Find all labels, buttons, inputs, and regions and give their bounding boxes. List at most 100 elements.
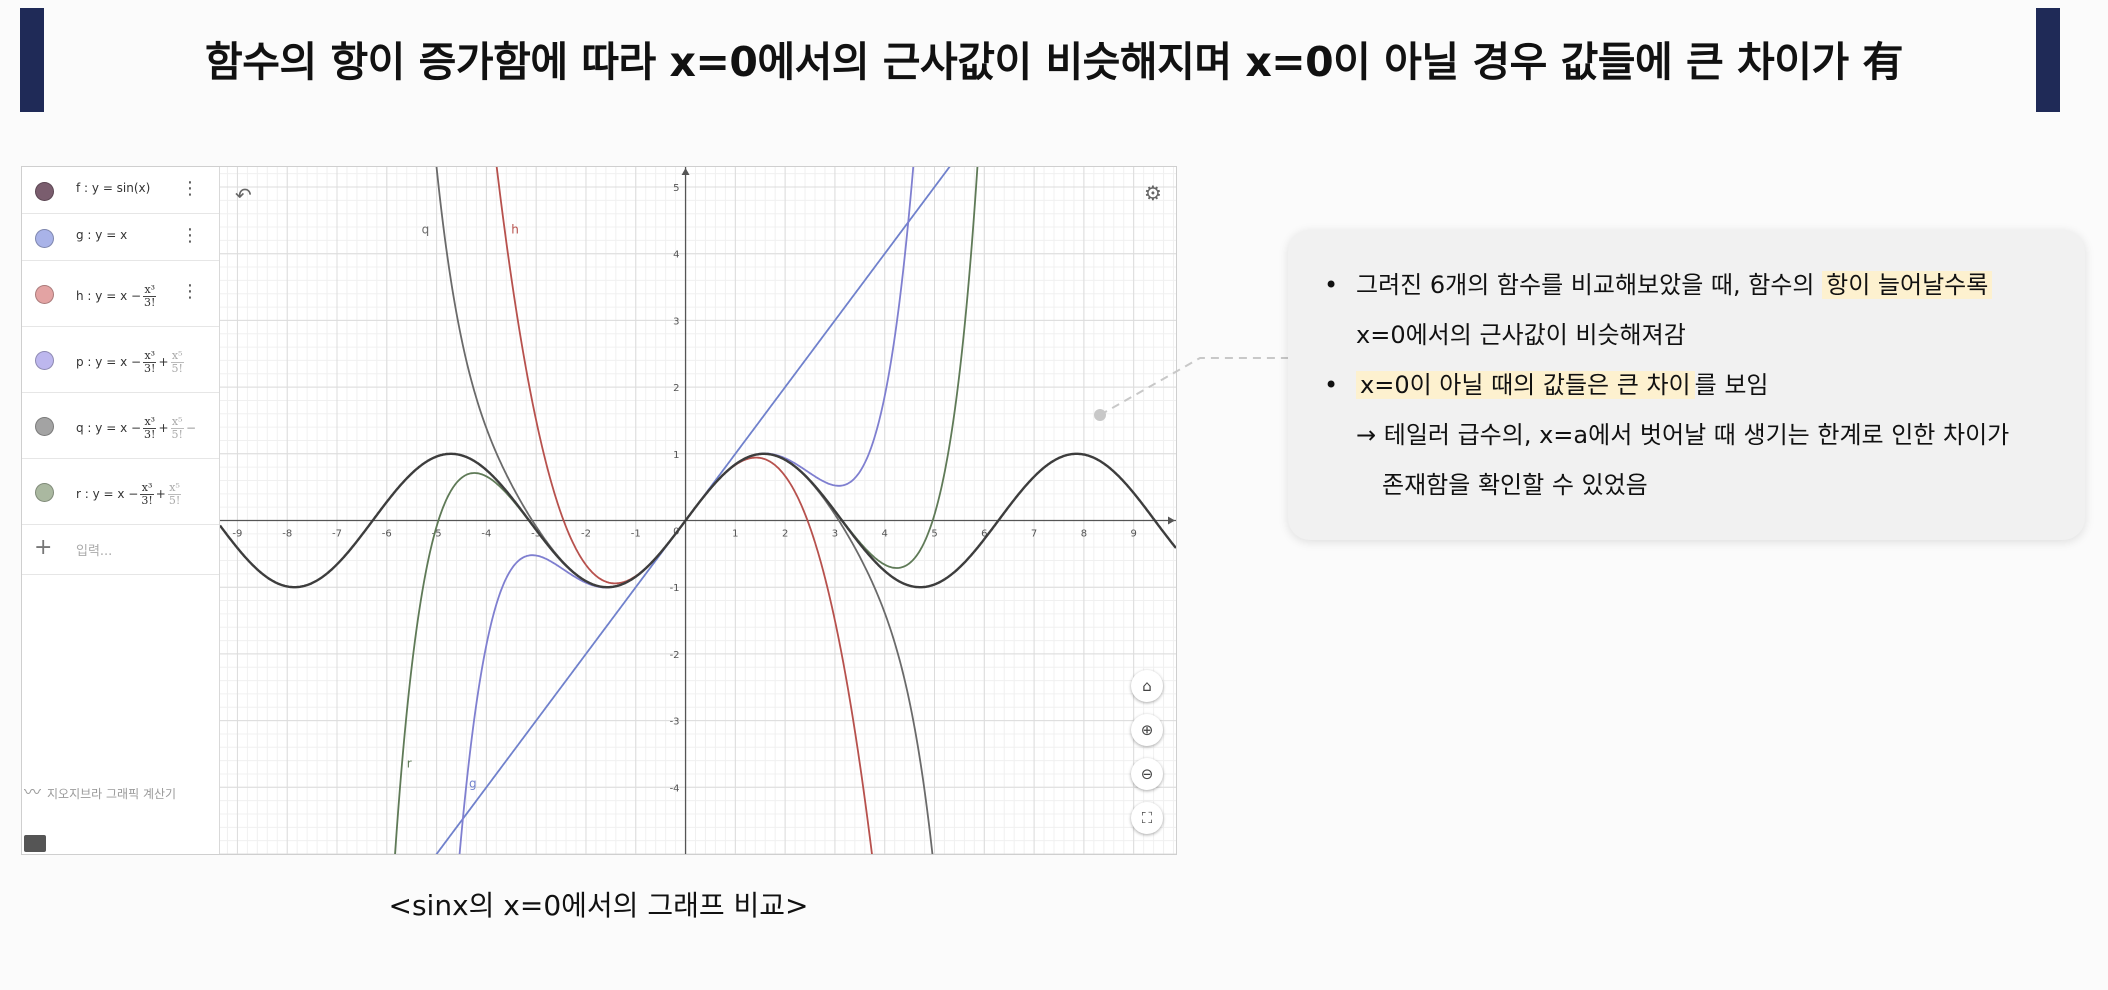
bullet-1-highlight: 항이 늘어날수록 — [1822, 271, 1993, 299]
expression-text: f : y = sin(x) — [76, 180, 151, 195]
y-tick-label: -1 — [670, 583, 680, 594]
x-axis-arrow — [1168, 516, 1175, 525]
bullet-2-text: 를 보임 — [1694, 371, 1769, 399]
fraction-denominator: 3! — [141, 494, 153, 507]
y-tick-label: 3 — [673, 316, 679, 327]
figure-caption: <sinx의 x=0에서의 그래프 비교> — [388, 889, 809, 922]
bullet-1-text: 그려진 6개의 함수를 비교해보았을 때, 함수의 — [1356, 271, 1823, 299]
bullet-2: x=0이 아닐 때의 값들은 큰 차이를 보임 — [1316, 360, 2009, 410]
fraction-numerator: x⁵ — [167, 481, 182, 495]
more-options-icon[interactable]: ⋮ — [181, 177, 199, 199]
algebra-item-q[interactable]: q : y = x − x³ 3! + x⁵ 5! − — [22, 393, 219, 459]
x-tick-label: -7 — [332, 529, 342, 540]
algebra-item-r[interactable]: r : y = x − x³ 3! + x⁵ 5! — [22, 459, 219, 525]
expression-f[interactable]: f : y = sin(x) — [76, 181, 150, 196]
home-view-button[interactable]: ⌂ — [1131, 670, 1163, 702]
expression-text: r : y = x − — [76, 487, 139, 501]
fraction-numerator: x⁵ — [170, 349, 184, 363]
x-tick-label: 7 — [1031, 529, 1037, 540]
curve-label-r: r — [407, 756, 412, 770]
term-sign: + — [158, 355, 169, 369]
undo-icon[interactable]: ↶ — [235, 183, 252, 207]
curve-label-h: h — [511, 223, 519, 237]
expression-q[interactable]: q : y = x − x³ 3! + x⁵ 5! − — [76, 416, 196, 441]
graphics-view[interactable]: -9 -8 -7 -6 -5 -4 -3 -2 -1 1 2 3 4 5 6 7 8 9 5 4 3 2 1 -1 -2 -3 -4… — [219, 167, 1176, 854]
algebra-item-g[interactable]: g : y = x ⋮ — [22, 214, 219, 261]
y-axis-arrow — [681, 168, 690, 175]
algebra-item-h[interactable]: h : y = x − x³ 3! ⋮ — [22, 261, 219, 327]
fraction-numerator: x³ — [143, 349, 157, 363]
bullet-1-continued: x=0에서의 근사값이 비슷해져감 — [1356, 321, 1686, 349]
visibility-toggle-p[interactable] — [35, 351, 54, 370]
fraction-denominator: 3! — [144, 296, 156, 309]
keyboard-icon[interactable] — [24, 835, 46, 852]
fraction-numerator: x³ — [143, 283, 157, 297]
zoom-out-button[interactable]: ⊖ — [1131, 758, 1163, 790]
expression-text: q : y = x − — [76, 421, 142, 435]
fraction-term: x⁵ 5! — [170, 349, 184, 375]
more-options-icon[interactable]: ⋮ — [181, 281, 199, 302]
visibility-toggle-g[interactable] — [35, 228, 54, 248]
y-tick-label: -3 — [670, 717, 680, 728]
x-tick-label: -6 — [382, 529, 392, 540]
fraction-numerator: x³ — [143, 415, 157, 429]
y-tick-label: 4 — [673, 250, 679, 261]
visibility-toggle-f[interactable] — [35, 181, 54, 201]
fraction-term: x³ 3! — [143, 283, 157, 309]
sub-point-line-1: → 테일러 급수의, x=a에서 벗어날 때 생기는 한계로 인한 차이가 — [1356, 421, 2010, 449]
y-tick-label: 5 — [673, 183, 679, 194]
algebra-view: f : y = sin(x) ⋮ g : y = x ⋮ h : y = x − x³ 3!… — [22, 167, 220, 854]
fraction-denominator: 3! — [144, 428, 156, 441]
expression-p[interactable]: p : y = x − x³ 3! + x⁵ 5! — [76, 350, 186, 375]
curve-label-q: q — [422, 223, 430, 237]
term-sign: + — [158, 421, 169, 435]
expression-r[interactable]: r : y = x − x³ 3! + x⁵ 5! — [76, 482, 183, 507]
y-tick-label: -2 — [670, 650, 680, 661]
fraction-denominator: 5! — [171, 362, 183, 375]
fraction-term: x⁵ 5! — [170, 415, 184, 441]
term-sign: + — [155, 487, 166, 501]
x-tick-label: -1 — [631, 529, 641, 540]
fraction-denominator: 5! — [168, 494, 181, 507]
visibility-toggle-q[interactable] — [35, 417, 54, 436]
geogebra-logo-icon: 〰 — [24, 783, 41, 803]
x-tick-label: -4 — [481, 529, 491, 540]
x-tick-label: -3 — [531, 529, 541, 540]
fullscreen-button[interactable]: ⛶ — [1131, 802, 1163, 834]
x-tick-label: 5 — [931, 529, 937, 540]
zoom-in-button[interactable]: ⊕ — [1131, 714, 1163, 746]
fraction-term: x³ 3! — [143, 415, 157, 441]
fraction-term: x⁵ 5! — [167, 481, 182, 507]
x-tick-label: 6 — [981, 529, 987, 540]
sub-point-line-2: 존재함을 확인할 수 있었음 — [1382, 471, 1648, 499]
brand-label: 지오지브라 그래픽 계산기 — [47, 787, 177, 801]
expression-text: h : y = x − — [76, 289, 142, 303]
fraction-numerator: x³ — [140, 481, 154, 495]
visibility-toggle-r[interactable] — [35, 483, 54, 502]
x-tick-label: 8 — [1081, 529, 1087, 540]
x-tick-label: -5 — [432, 529, 442, 540]
curve-f — [219, 452, 1176, 589]
right-accent-bar — [2036, 8, 2060, 112]
expression-g[interactable]: g : y = x — [76, 228, 127, 243]
algebra-item-p[interactable]: p : y = x − x³ 3! + x⁵ 5! — [22, 327, 219, 393]
visibility-toggle-h[interactable] — [35, 285, 54, 304]
y-tick-label: 2 — [673, 383, 679, 394]
expression-h[interactable]: h : y = x − x³ 3! — [76, 284, 158, 309]
input-placeholder[interactable]: 입력... — [76, 544, 113, 559]
plus-icon[interactable]: + — [34, 535, 53, 560]
algebra-item-f[interactable]: f : y = sin(x) ⋮ — [22, 167, 219, 214]
more-options-icon[interactable]: ⋮ — [181, 224, 199, 246]
x-tick-label: 4 — [882, 529, 888, 540]
y-tick-label: 1 — [673, 450, 679, 461]
x-tick-label: 1 — [732, 529, 738, 540]
fraction-term: x³ 3! — [140, 481, 154, 507]
x-tick-label: 3 — [832, 529, 838, 540]
x-tick-label: 9 — [1130, 529, 1136, 540]
function-plot[interactable]: -9 -8 -7 -6 -5 -4 -3 -2 -1 1 2 3 4 5 6 7 8 9 5 4 3 2 1 -1 -2 -3 -4… — [219, 167, 1176, 854]
curve-label-g: g — [469, 776, 477, 790]
term-tail: − — [185, 421, 197, 435]
fraction-numerator: x⁵ — [170, 415, 184, 429]
settings-gear-icon[interactable]: ⚙ — [1144, 181, 1162, 205]
input-row[interactable]: + 입력... — [22, 525, 219, 575]
